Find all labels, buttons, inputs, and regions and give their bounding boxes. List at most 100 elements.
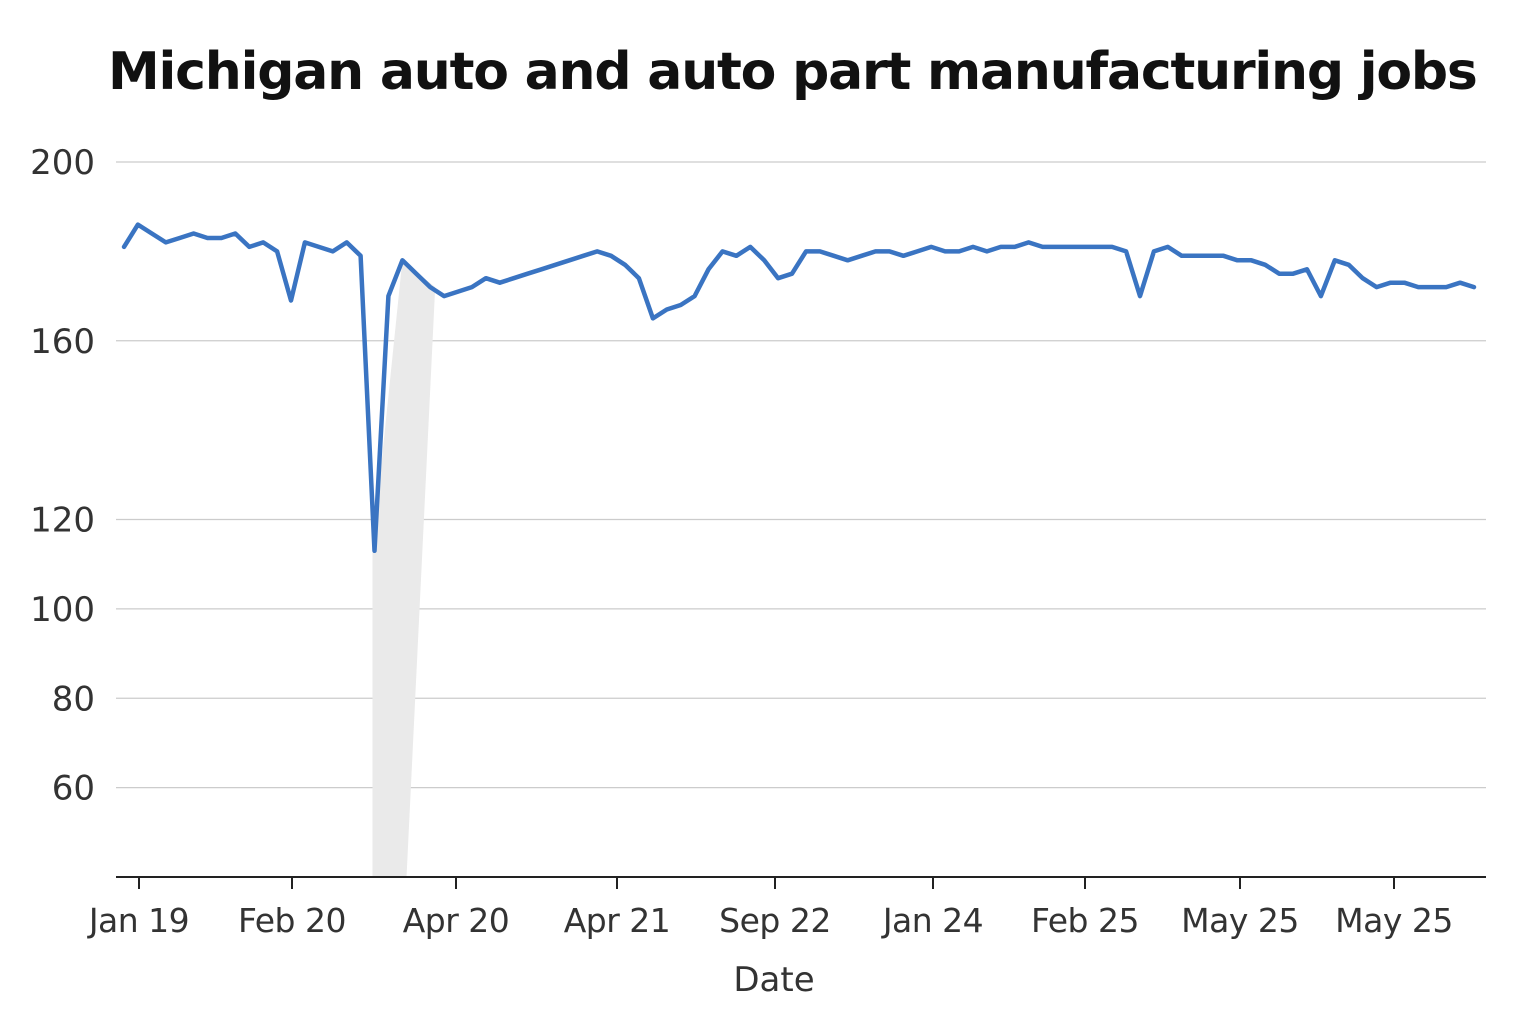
data-point (1263, 263, 1267, 267)
data-point (1194, 254, 1198, 258)
data-point (762, 258, 766, 262)
data-point (790, 272, 794, 276)
x-tick-label: Sep 22 (719, 901, 831, 940)
x-axis-title: Date (733, 960, 814, 1000)
data-point (526, 272, 530, 276)
data-point (206, 236, 209, 240)
data-point (178, 236, 182, 240)
data-point (1041, 245, 1045, 249)
data-point (776, 276, 780, 280)
data-point (1222, 254, 1225, 258)
x-axis-tick-labels: Jan 19 Feb 20 Apr 20 Apr 21 Sep 22 Jan 24 Feb … (87, 901, 1454, 940)
data-point (623, 263, 627, 267)
x-tick-label: Apr 21 (564, 901, 671, 940)
series-line-layer (121, 222, 1477, 554)
data-point (581, 254, 585, 258)
gridlines (116, 161, 1486, 789)
data-point (442, 294, 446, 298)
x-tick-label: Feb 20 (238, 901, 346, 940)
data-point (331, 249, 335, 253)
y-tick-label: 200 (30, 143, 95, 183)
data-point (1235, 258, 1239, 262)
data-point (484, 276, 488, 280)
data-point (345, 240, 349, 244)
x-tick-label: Apr 20 (403, 901, 510, 940)
data-point (734, 254, 738, 258)
data-point (219, 236, 223, 240)
data-point (679, 303, 683, 307)
data-point (637, 276, 641, 280)
data-point (1208, 254, 1212, 258)
data-point (1124, 249, 1128, 253)
data-point (1347, 263, 1351, 267)
data-point (1027, 240, 1031, 244)
data-point (804, 249, 808, 253)
data-point (999, 245, 1003, 249)
data-point (553, 263, 557, 267)
data-point (1333, 258, 1337, 262)
data-point (595, 249, 599, 253)
data-point (1138, 294, 1142, 298)
data-point (846, 258, 850, 262)
data-point (651, 316, 655, 320)
data-point (136, 223, 140, 227)
data-point (373, 549, 376, 553)
data-point (261, 240, 265, 244)
data-point (832, 254, 836, 258)
y-tick-label: 60 (52, 769, 95, 809)
data-point (400, 258, 404, 262)
data-point (1458, 281, 1462, 285)
x-tick-label: Jan 19 (87, 901, 189, 940)
data-point (1082, 245, 1086, 249)
data-point (1361, 276, 1365, 280)
data-point (1305, 267, 1309, 271)
data-point (609, 254, 613, 258)
data-point (721, 249, 724, 253)
data-point (512, 276, 516, 280)
x-tick-label: Feb 25 (1031, 901, 1139, 940)
data-point (1291, 272, 1295, 276)
data-point (1249, 258, 1253, 262)
data-point (1472, 285, 1476, 289)
shaded-region (372, 260, 436, 877)
data-point (150, 232, 154, 235)
data-point (567, 258, 571, 262)
data-point (1110, 245, 1114, 249)
data-point (192, 232, 196, 235)
data-point (1166, 245, 1170, 249)
data-point (665, 308, 669, 311)
data-point (888, 249, 891, 253)
data-point (456, 290, 460, 294)
data-point (748, 245, 752, 249)
data-point (874, 249, 877, 253)
data-point (929, 245, 933, 249)
y-axis-tick-labels: 200 160 120 100 80 60 (30, 143, 95, 809)
chart-title: Michigan auto and auto part manufacturin… (108, 42, 1478, 102)
data-point (1375, 285, 1379, 289)
x-tick-label: May 25 (1335, 901, 1453, 940)
data-point (1055, 245, 1058, 249)
data-point (1402, 281, 1406, 285)
x-tick-label: Jan 24 (881, 901, 983, 940)
y-tick-label: 80 (52, 679, 95, 719)
data-point (1068, 245, 1072, 249)
y-tick-label: 120 (30, 501, 95, 541)
data-point (971, 245, 975, 249)
data-point (428, 285, 432, 289)
shaded-band (372, 260, 436, 877)
data-point (901, 254, 905, 258)
data-point (414, 272, 418, 276)
data-point (1277, 272, 1281, 276)
data-point (1319, 294, 1323, 298)
data-point (122, 245, 126, 249)
data-point (303, 240, 307, 244)
data-point (164, 240, 168, 244)
data-point (359, 254, 363, 258)
data-point (1013, 245, 1017, 249)
x-axis (116, 876, 1486, 889)
data-point (915, 249, 919, 253)
data-point (386, 294, 390, 298)
data-point (1416, 285, 1420, 289)
data-point (860, 254, 864, 258)
